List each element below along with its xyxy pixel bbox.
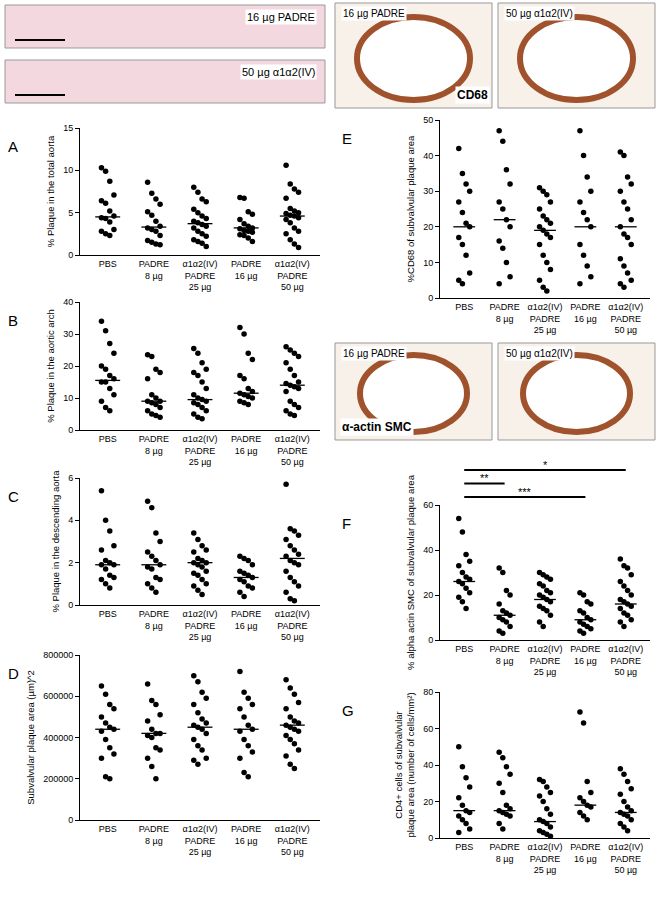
svg-text:16 µg PADRE: 16 µg PADRE (343, 348, 405, 359)
svg-text:6: 6 (68, 473, 73, 483)
svg-text:16 µg PADRE: 16 µg PADRE (343, 8, 405, 19)
svg-text:%CD68 of subvalvular plaque ar: %CD68 of subvalvular plaque area (405, 135, 416, 283)
svg-text:PADRE8 µg: PADRE8 µg (139, 259, 169, 281)
svg-text:α1α2(IV)PADRE25 µg: α1α2(IV)PADRE25 µg (183, 434, 218, 467)
svg-text:20: 20 (423, 590, 433, 600)
svg-text:30: 30 (423, 186, 433, 196)
svg-text:Subvalvular plaque area (µm)^2: Subvalvular plaque area (µm)^2 (25, 670, 36, 805)
svg-text:***: *** (518, 486, 532, 498)
svg-text:10: 10 (63, 393, 73, 403)
svg-text:40: 40 (423, 545, 433, 555)
svg-text:60: 60 (423, 500, 433, 510)
svg-text:16 µg PADRE: 16 µg PADRE (247, 11, 315, 23)
svg-text:800000: 800000 (43, 650, 73, 660)
svg-text:PBS: PBS (99, 609, 117, 619)
svg-text:10: 10 (423, 258, 433, 268)
svg-text:*: * (543, 459, 548, 471)
svg-text:600000: 600000 (43, 691, 73, 701)
svg-text:30: 30 (63, 329, 73, 339)
svg-text:PBS: PBS (99, 824, 117, 834)
svg-text:C: C (8, 488, 19, 505)
svg-text:α1α2(IV)PADRE50 µg: α1α2(IV)PADRE50 µg (275, 434, 310, 467)
svg-text:PADRE16 µg: PADRE16 µg (231, 259, 261, 281)
svg-text:PADRE16 µg: PADRE16 µg (570, 302, 600, 324)
svg-text:α1α2(IV)PADRE50 µg: α1α2(IV)PADRE50 µg (275, 609, 310, 642)
svg-text:α1α2(IV)PADRE25 µg: α1α2(IV)PADRE25 µg (528, 842, 563, 875)
svg-text:G: G (342, 702, 354, 719)
svg-text:50: 50 (423, 115, 433, 125)
svg-text:α1α2(IV)PADRE25 µg: α1α2(IV)PADRE25 µg (183, 609, 218, 642)
svg-text:400000: 400000 (43, 733, 73, 743)
svg-text:% Plaque in the descending aor: % Plaque in the descending aorta (50, 470, 61, 613)
svg-text:PBS: PBS (99, 434, 117, 444)
svg-text:0: 0 (428, 635, 433, 645)
svg-text:D: D (8, 665, 19, 682)
svg-text:PBS: PBS (99, 259, 117, 269)
svg-text:0: 0 (68, 250, 73, 260)
svg-text:PADRE8 µg: PADRE8 µg (139, 434, 169, 456)
svg-text:40: 40 (63, 297, 73, 307)
svg-text:2: 2 (68, 558, 73, 568)
svg-text:40: 40 (423, 760, 433, 770)
svg-text:PBS: PBS (455, 644, 473, 654)
svg-text:α1α2(IV)PADRE25 µg: α1α2(IV)PADRE25 µg (183, 824, 218, 857)
svg-text:PADRE16 µg: PADRE16 µg (231, 824, 261, 846)
svg-text:α1α2(IV)PADRE50 µg: α1α2(IV)PADRE50 µg (275, 824, 310, 857)
svg-text:PADRE16 µg: PADRE16 µg (570, 842, 600, 864)
svg-text:α1α2(IV)PADRE25 µg: α1α2(IV)PADRE25 µg (183, 259, 218, 292)
svg-text:50 µg α1α2(IV): 50 µg α1α2(IV) (506, 8, 573, 19)
svg-text:PADRE8 µg: PADRE8 µg (489, 302, 519, 324)
svg-text:α1α2(IV)PADRE25 µg: α1α2(IV)PADRE25 µg (528, 302, 563, 335)
svg-text:α1α2(IV)PADRE50 µg: α1α2(IV)PADRE50 µg (608, 302, 643, 335)
svg-text:PBS: PBS (455, 842, 473, 852)
svg-text:PADRE8 µg: PADRE8 µg (139, 609, 169, 631)
svg-text:20: 20 (423, 222, 433, 232)
svg-text:PADRE16 µg: PADRE16 µg (231, 609, 261, 631)
svg-text:α-actin SMC: α-actin SMC (342, 420, 412, 434)
svg-text:α1α2(IV)PADRE50 µg: α1α2(IV)PADRE50 µg (608, 842, 643, 875)
svg-text:PADRE16 µg: PADRE16 µg (570, 644, 600, 666)
svg-text:CD4+ cells of subvalvularplaqu: CD4+ cells of subvalvularplaque area (nu… (393, 692, 416, 837)
svg-text:0: 0 (68, 425, 73, 435)
svg-text:0: 0 (428, 293, 433, 303)
svg-text:4: 4 (68, 515, 73, 525)
svg-text:20: 20 (63, 361, 73, 371)
svg-text:50 µg α1α2(IV): 50 µg α1α2(IV) (242, 66, 315, 78)
svg-text:E: E (342, 130, 352, 147)
svg-text:20: 20 (423, 797, 433, 807)
svg-text:80: 80 (423, 687, 433, 697)
svg-text:**: ** (480, 472, 489, 484)
svg-text:CD68: CD68 (457, 88, 488, 102)
svg-text:PADRE16 µg: PADRE16 µg (231, 434, 261, 456)
svg-text:α1α2(IV)PADRE50 µg: α1α2(IV)PADRE50 µg (275, 259, 310, 292)
svg-text:α1α2(IV)PADRE50 µg: α1α2(IV)PADRE50 µg (608, 644, 643, 677)
svg-text:% Plaque in the total aorta: % Plaque in the total aorta (45, 135, 56, 247)
svg-text:% alpha actin SMC of subvalvul: % alpha actin SMC of subvalvular plaque … (405, 474, 416, 670)
svg-text:PADRE8 µg: PADRE8 µg (489, 842, 519, 864)
svg-text:0: 0 (68, 815, 73, 825)
svg-text:15: 15 (63, 123, 73, 133)
svg-text:α1α2(IV)PADRE25 µg: α1α2(IV)PADRE25 µg (528, 644, 563, 677)
svg-text:A: A (8, 138, 18, 155)
svg-text:10: 10 (63, 165, 73, 175)
svg-text:50 µg α1α2(IV): 50 µg α1α2(IV) (506, 348, 573, 359)
svg-text:200000: 200000 (43, 774, 73, 784)
svg-text:40: 40 (423, 151, 433, 161)
svg-text:0: 0 (428, 833, 433, 843)
svg-text:60: 60 (423, 724, 433, 734)
svg-text:5: 5 (68, 208, 73, 218)
svg-text:0: 0 (68, 600, 73, 610)
svg-text:F: F (342, 515, 351, 532)
svg-text:B: B (8, 312, 18, 329)
svg-text:% Plaque in the aortic arch: % Plaque in the aortic arch (45, 309, 56, 423)
svg-text:PADRE8 µg: PADRE8 µg (139, 824, 169, 846)
svg-text:PBS: PBS (455, 302, 473, 312)
svg-text:PADRE8 µg: PADRE8 µg (489, 644, 519, 666)
